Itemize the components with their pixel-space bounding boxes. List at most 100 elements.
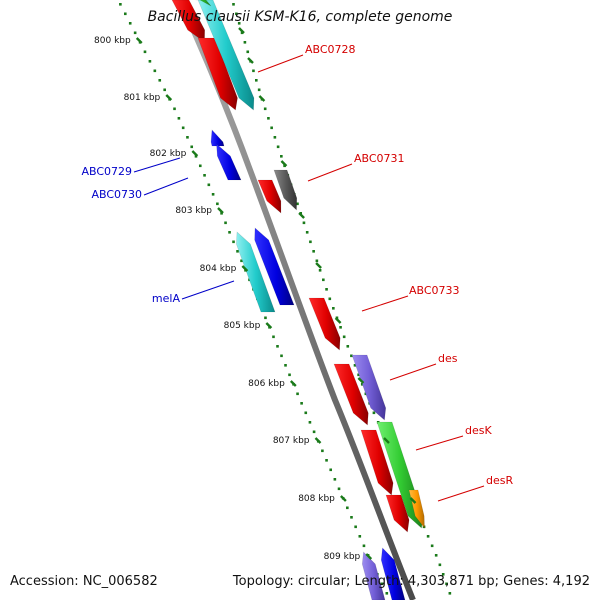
gene-feature — [216, 143, 242, 181]
tick-dot — [276, 345, 279, 348]
tick-dot — [346, 506, 349, 510]
kbp-tick — [191, 150, 199, 157]
gene-feature — [385, 494, 410, 533]
leader-line — [181, 280, 235, 300]
gene-feature — [197, 0, 255, 111]
gene-feature — [360, 429, 394, 496]
kbp-tick — [280, 160, 288, 167]
gene-feature — [273, 169, 298, 211]
kbp-tick — [165, 94, 173, 101]
gene-feature — [333, 363, 369, 426]
gene-feature — [351, 354, 387, 421]
leader-line — [389, 363, 437, 381]
gene-label: ABC0733 — [409, 284, 460, 297]
tick-dot — [143, 50, 147, 54]
tick-dot — [346, 345, 350, 348]
tick-dot — [385, 592, 389, 595]
kbp-tick — [314, 437, 322, 444]
tick-dot — [318, 269, 322, 272]
tick-dot — [333, 478, 337, 481]
tick-dot — [235, 12, 238, 16]
tick-dot — [236, 250, 239, 253]
tick-dot — [353, 364, 357, 367]
accession-text: Accession: NC_006582 — [10, 574, 158, 589]
topology-text: Topology: circular; Length: 4,303,871 bp… — [232, 574, 590, 589]
tick-dot — [321, 449, 324, 453]
tick-dot — [337, 487, 341, 491]
gene-feature — [210, 129, 225, 147]
tick-dot — [354, 525, 357, 529]
kbp-label: 804 kbp — [200, 264, 237, 274]
tick-dot — [224, 221, 227, 225]
tick-dot — [263, 107, 267, 111]
tick-dot — [216, 202, 219, 206]
kbp-tick — [409, 497, 417, 504]
tick-dot — [240, 31, 244, 35]
kbp-label: 803 kbp — [175, 206, 212, 216]
gene-label: des — [438, 352, 458, 365]
tick-dot — [228, 231, 231, 234]
leader-line — [437, 485, 485, 502]
tick-dot — [304, 411, 308, 415]
kbp-tick — [247, 57, 254, 64]
kbp-tick — [135, 37, 143, 44]
label-leader-lines — [133, 54, 485, 502]
tick-dot — [173, 107, 176, 111]
tick-dot — [232, 240, 235, 244]
kbp-tick — [315, 262, 322, 269]
gene-feature — [361, 551, 386, 600]
tick-dot — [309, 240, 312, 244]
gene-label: ABC0731 — [354, 152, 405, 165]
tick-dot — [305, 231, 309, 234]
tick-dot — [240, 259, 243, 263]
tick-dot — [434, 554, 438, 557]
tick-dot — [350, 354, 353, 358]
tick-dot — [315, 259, 319, 263]
tick-dot — [280, 155, 283, 158]
tick-dot — [350, 516, 353, 519]
gene-label: desK — [465, 424, 492, 437]
tick-dot — [296, 392, 299, 396]
tick-dot — [325, 288, 328, 291]
tick-dot — [332, 307, 335, 310]
gene-feature — [195, 0, 212, 7]
tick-dot — [329, 468, 333, 472]
tick-dot — [207, 183, 211, 187]
tick-dot — [312, 250, 315, 253]
tick-dot — [445, 582, 448, 586]
gene-feature — [308, 297, 341, 351]
kbp-label: 808 kbp — [298, 494, 335, 504]
leader-line — [143, 177, 189, 196]
kbp-label: 805 kbp — [224, 321, 261, 331]
tick-dot — [163, 88, 166, 92]
gene-feature — [257, 179, 282, 214]
genome-title: Bacillus clausii KSM-K16, complete genom… — [147, 9, 453, 25]
tick-dot — [246, 50, 250, 54]
gene-feature — [171, 0, 206, 43]
kbp-tick — [365, 553, 373, 560]
tick-dot — [270, 126, 273, 130]
tick-dot — [123, 12, 127, 16]
tick-dot — [276, 145, 280, 149]
gene-feature — [380, 547, 406, 600]
tick-dot — [342, 335, 346, 339]
gene-feature — [197, 37, 238, 111]
tick-dot — [280, 354, 283, 358]
tick-dot — [339, 326, 342, 329]
tick-dot — [237, 22, 241, 25]
gene-features — [171, 0, 425, 600]
tick-dot — [322, 278, 325, 282]
kbp-label: 806 kbp — [248, 379, 285, 389]
tick-dot — [119, 3, 122, 6]
tick-dot — [312, 430, 316, 434]
tick-dot — [273, 136, 277, 139]
tick-dot — [441, 573, 445, 576]
gene-label: ABC0729 — [81, 165, 132, 178]
tick-dot — [357, 373, 360, 377]
tick-dot — [300, 402, 303, 405]
tick-dot — [186, 136, 189, 139]
tick-dot — [325, 459, 328, 462]
tick-dot — [430, 544, 434, 548]
kbp-tick — [357, 377, 365, 384]
